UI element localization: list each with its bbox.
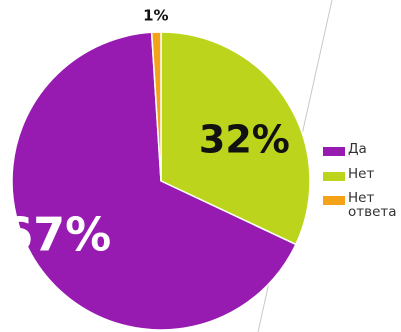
legend-item-net: Нет: [323, 167, 401, 181]
pie-slice-da: [11, 31, 297, 331]
pie-slices: [11, 31, 311, 331]
legend-item-no-answer: Нет ответа: [323, 191, 401, 219]
legend-swatch-no-answer: [323, 196, 345, 205]
legend-label-no-answer: Нет ответа: [348, 190, 397, 220]
data-label-da: 67%: [1, 208, 111, 262]
legend-label-da: Да: [348, 141, 367, 157]
legend-item-da: Да: [323, 142, 401, 156]
pie-slice-no-answer: [150, 31, 162, 182]
pie-slice-net: [160, 31, 311, 246]
legend: Да Нет Нет ответа: [323, 142, 401, 229]
legend-label-net: Нет: [348, 166, 375, 182]
data-label-no-answer: 1%: [143, 7, 168, 25]
data-label-net: 32%: [199, 117, 290, 161]
legend-swatch-da: [323, 147, 345, 156]
legend-swatch-net: [323, 172, 345, 181]
data-labels: 67% 32% 1%: [1, 7, 290, 262]
